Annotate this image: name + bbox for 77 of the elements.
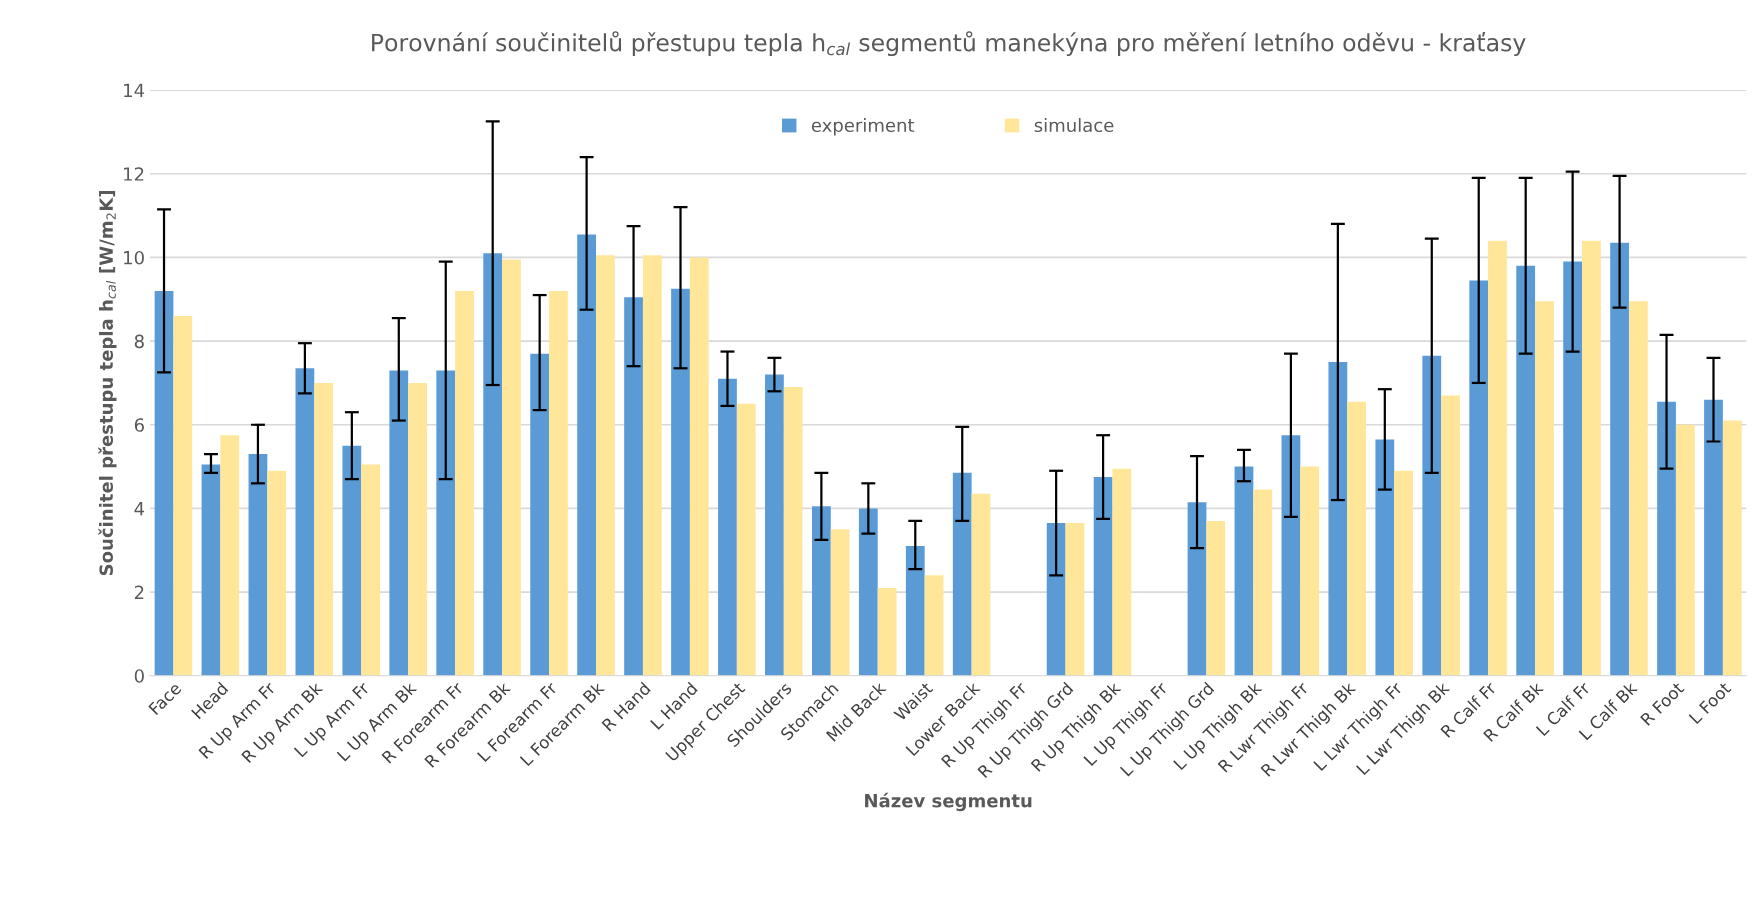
bar: [1253, 489, 1273, 676]
bar: [1112, 468, 1132, 676]
bar: [1394, 470, 1413, 676]
bar: [1535, 301, 1554, 676]
bar: [689, 257, 709, 676]
bar: [1610, 242, 1629, 676]
bar: [1300, 466, 1320, 676]
bar: [201, 464, 221, 676]
bar: [267, 470, 287, 676]
bar: [1328, 362, 1348, 676]
bar: [389, 370, 409, 676]
bar: [642, 255, 662, 676]
bar: [1093, 477, 1113, 676]
bar: [877, 587, 897, 676]
bar: [1563, 261, 1583, 676]
y-tick-label: 2: [134, 585, 144, 599]
bar: [483, 253, 503, 676]
bar: [1046, 523, 1066, 676]
bar: [342, 445, 362, 676]
bar: [154, 290, 174, 676]
bar: [549, 290, 568, 676]
bar: [952, 472, 972, 676]
bar: [924, 575, 944, 676]
y-tick-label: 0: [134, 669, 144, 683]
bar: [811, 506, 831, 676]
bar: [1469, 280, 1489, 676]
bar: [1582, 240, 1601, 676]
bar: [408, 382, 427, 676]
x-axis-title: Název segmentu: [865, 792, 1032, 812]
bar: [1065, 523, 1085, 676]
bar: [502, 259, 521, 676]
legend-label: experiment: [811, 118, 915, 136]
legend-label: simulace: [1034, 118, 1114, 133]
bar: [1375, 439, 1395, 676]
bar: [173, 315, 193, 676]
bar: [905, 546, 925, 676]
y-tick-label: 12: [124, 167, 144, 181]
bar: [1516, 265, 1536, 676]
y-tick-label: 14: [124, 83, 145, 97]
bar: [220, 435, 240, 676]
bar: [1675, 424, 1695, 676]
bar: [830, 529, 850, 676]
y-tick-label: 10: [124, 250, 144, 265]
y-tick-label: 4: [134, 502, 145, 516]
y-tick-label: 8: [134, 334, 144, 349]
y-tick-label: 6: [134, 418, 144, 432]
chart-title: Porovnání součinitelů přestupu tepla h$_{cal}$ segmentů manekýna pro měření letního oděvu - kraťasy: [372, 31, 1526, 57]
bar: [1281, 435, 1301, 676]
bar: [858, 508, 878, 676]
bar: [718, 378, 737, 676]
bar: [314, 382, 334, 676]
bar: [577, 234, 596, 676]
bar: [1441, 395, 1460, 676]
bar: [436, 370, 456, 676]
bar: [1488, 240, 1507, 676]
bar: [1347, 401, 1367, 676]
bar: [295, 368, 315, 676]
bar: [1704, 399, 1723, 676]
bar: [765, 374, 784, 676]
y-axis-title: Součinitel přestupu tepla h$_{cal}$ [W/m$_{2}$K]: [98, 191, 117, 576]
bar: [530, 353, 550, 676]
bar: [1234, 466, 1254, 676]
bar: [671, 288, 690, 676]
bar: [596, 255, 615, 676]
bar: [1187, 502, 1207, 676]
bar: [624, 297, 643, 676]
bar: [1657, 401, 1676, 676]
bar: [783, 387, 803, 676]
bar: [1628, 301, 1648, 676]
bar: [1206, 520, 1226, 676]
bar: [736, 403, 756, 676]
bar: [971, 493, 991, 676]
bar: [248, 454, 268, 676]
bar: [361, 464, 381, 676]
bar: [1722, 420, 1742, 676]
bar: [1422, 355, 1442, 676]
bar: [455, 290, 474, 676]
